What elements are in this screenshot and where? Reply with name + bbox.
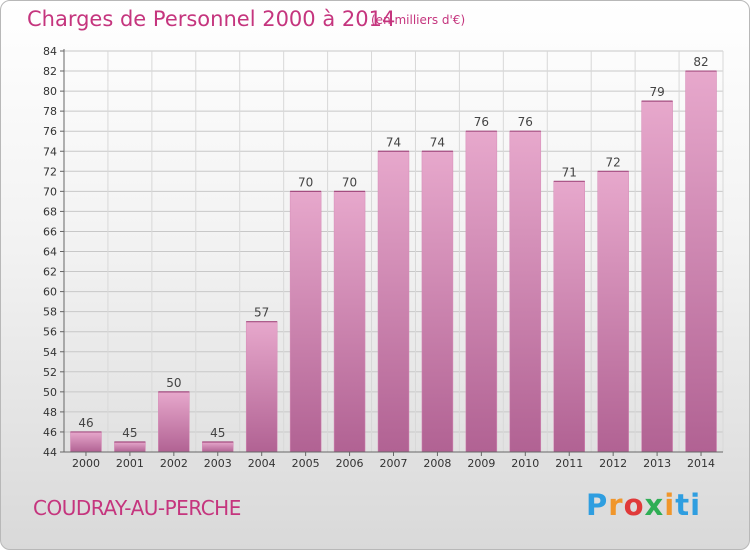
y-tick-label: 58 [43,306,57,319]
y-tick-label: 74 [43,145,57,158]
chart-subtitle: (en milliers d'€) [371,13,466,27]
y-tick-label: 62 [43,266,57,279]
y-tick-label: 44 [43,446,57,459]
chart-title: Charges de Personnel 2000 à 2014 [27,7,396,31]
bar [377,151,410,453]
bar [70,431,102,453]
y-tick-label: 84 [43,45,57,58]
x-tick-label: 2013 [643,457,671,470]
y-tick-label: 50 [43,386,57,399]
bar [333,191,366,453]
data-label: 57 [254,306,269,320]
data-label: 50 [166,376,181,390]
data-label: 76 [518,115,533,129]
x-tick-label: 2009 [467,457,495,470]
y-tick-label: 46 [43,426,57,439]
data-label: 70 [342,175,357,189]
x-tick-label: 2004 [248,457,276,470]
data-label: 82 [693,55,708,69]
y-tick-label: 76 [43,125,57,138]
x-tick-label: 2006 [336,457,364,470]
x-tick-label: 2003 [204,457,232,470]
x-tick-label: 2002 [160,457,188,470]
bar [641,100,673,453]
y-tick-label: 66 [43,225,57,238]
bar [685,70,717,453]
y-tick-label: 72 [43,165,57,178]
x-tick-label: 2011 [555,457,583,470]
y-tick-label: 52 [43,366,57,379]
y-tick-label: 80 [43,85,57,98]
commune-name: COUDRAY-AU-PERCHE [33,496,241,520]
y-tick-label: 70 [43,185,57,198]
y-tick-label: 64 [43,246,57,259]
bar [202,441,234,453]
proxiti-logo: Proxiti [586,488,702,522]
bar [553,181,585,453]
x-tick-label: 2010 [511,457,539,470]
x-tick-label: 2008 [423,457,451,470]
bar [509,130,542,453]
data-label: 45 [122,426,137,440]
y-tick-label: 60 [43,286,57,299]
data-label: 46 [78,416,93,430]
y-tick-label: 78 [43,105,57,118]
y-tick-label: 56 [43,326,57,339]
x-tick-label: 2007 [380,457,408,470]
x-tick-label: 2014 [687,457,715,470]
x-tick-label: 2012 [599,457,627,470]
bar [597,171,629,453]
data-label: 71 [562,165,577,179]
data-label: 79 [649,85,664,99]
data-label: 72 [606,155,621,169]
data-label: 74 [430,135,445,149]
bar [465,130,498,453]
bar [245,321,278,453]
y-tick-label: 48 [43,406,57,419]
bar [158,391,190,453]
data-label: 70 [298,175,313,189]
x-tick-label: 2000 [72,457,100,470]
data-label: 74 [386,135,401,149]
y-tick-label: 82 [43,65,57,78]
y-tick-label: 54 [43,346,57,359]
bar [114,441,146,453]
bar [421,151,454,453]
x-tick-label: 2001 [116,457,144,470]
y-tick-label: 68 [43,205,57,218]
bar [289,191,322,453]
data-label: 45 [210,426,225,440]
data-label: 76 [474,115,489,129]
x-tick-label: 2005 [292,457,320,470]
